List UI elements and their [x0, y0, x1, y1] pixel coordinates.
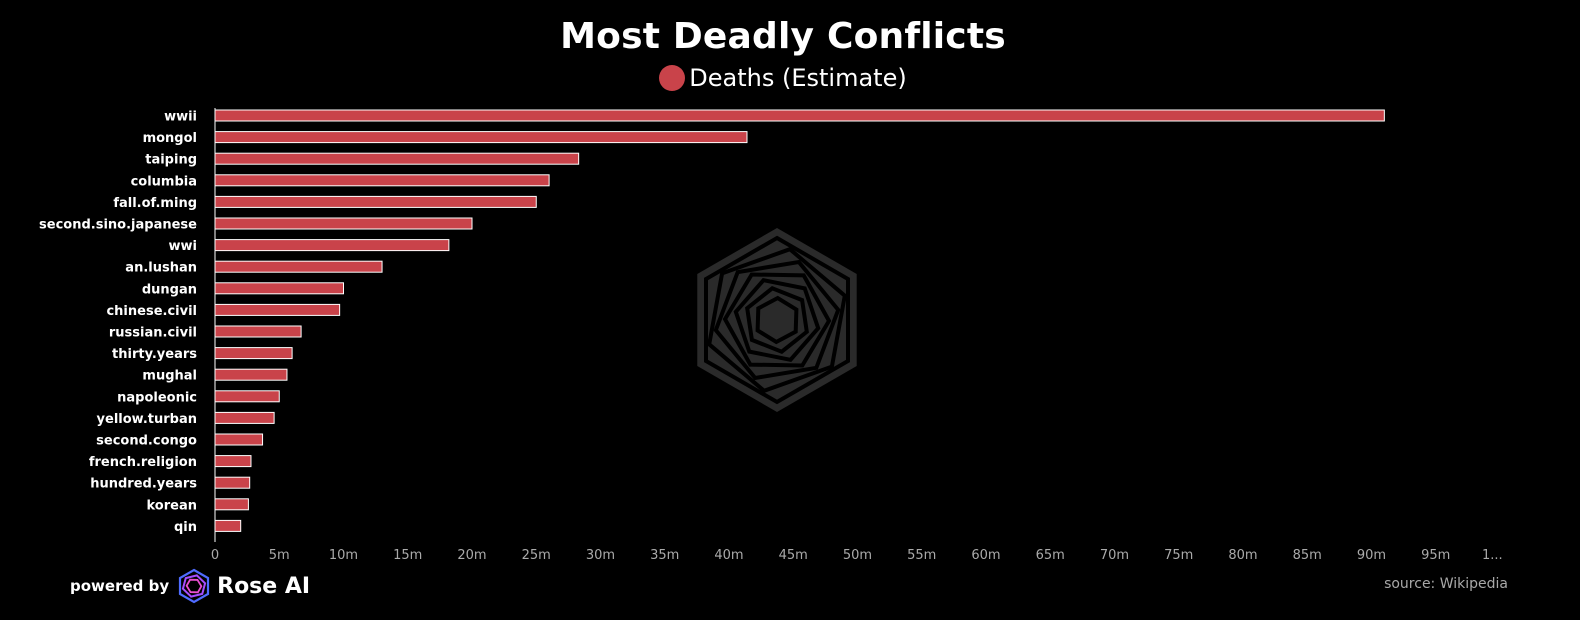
x-tick-label: 5m: [269, 548, 290, 563]
powered-by-footer: powered by Rose AI: [70, 568, 310, 604]
x-tick-label: 10m: [329, 548, 358, 563]
x-tick-label: 70m: [1100, 548, 1129, 563]
category-label-qin: qin: [174, 520, 197, 535]
x-tick-label: 20m: [457, 548, 486, 563]
watermark-ring: [713, 259, 841, 381]
watermark-ring: [704, 235, 850, 405]
bar-mughal[interactable]: [214, 368, 288, 381]
x-tick-label: 15m: [393, 548, 422, 563]
x-tick-label: 55m: [907, 548, 936, 563]
bar-napoleonic[interactable]: [214, 390, 280, 403]
chart-legend: Deaths (Estimate): [0, 64, 1566, 92]
x-tick-label: 75m: [1164, 548, 1193, 563]
category-label-columbia: columbia: [131, 174, 197, 189]
bar-an.lushan[interactable]: [214, 260, 383, 273]
x-tick-label: 80m: [1228, 548, 1257, 563]
category-label-chinese.civil: chinese.civil: [106, 304, 197, 319]
bar-second.congo[interactable]: [214, 433, 264, 446]
category-label-wwii: wwii: [164, 110, 197, 125]
category-label-thirty.years: thirty.years: [112, 347, 197, 362]
x-tick-label: 65m: [1036, 548, 1065, 563]
x-tick-label: 25m: [522, 548, 551, 563]
x-tick-label: 30m: [586, 548, 615, 563]
rose-ai-logo-icon[interactable]: [177, 568, 211, 604]
bar-yellow.turban[interactable]: [214, 411, 275, 424]
category-label-korean: korean: [147, 498, 197, 513]
bar-mongol[interactable]: [214, 131, 748, 144]
x-tick-label: 60m: [971, 548, 1000, 563]
x-tick-label: 95m: [1421, 548, 1450, 563]
watermark-ring: [755, 295, 799, 345]
x-tick-label: 0: [211, 548, 219, 563]
watermark-ring: [722, 272, 832, 368]
category-label-mughal: mughal: [142, 369, 197, 384]
chart-title: Most Deadly Conflicts: [560, 16, 1006, 57]
bar-thirty.years[interactable]: [214, 347, 293, 360]
category-label-second.sino.japanese: second.sino.japanese: [39, 218, 197, 233]
bar-korean[interactable]: [214, 498, 249, 511]
category-label-yellow.turban: yellow.turban: [97, 412, 197, 427]
category-label-taiping: taiping: [145, 153, 197, 168]
bar-qin[interactable]: [214, 519, 242, 532]
category-label-dungan: dungan: [142, 282, 197, 297]
category-labels: wwii mongol taiping columbia fall.of.ming sec…: [39, 110, 197, 535]
category-label-second.congo: second.congo: [96, 434, 197, 449]
category-label-fall.of.ming: fall.of.ming: [113, 196, 197, 211]
bar-columbia[interactable]: [214, 174, 550, 187]
category-label-mongol: mongol: [143, 131, 197, 146]
category-label-an.lushan: an.lushan: [125, 261, 197, 276]
watermark-icon: [697, 228, 857, 412]
bar-russian.civil[interactable]: [214, 325, 302, 338]
bar-chinese.civil[interactable]: [214, 303, 341, 316]
bar-taiping[interactable]: [214, 152, 580, 165]
x-tick-label: 50m: [843, 548, 872, 563]
bar-wwii[interactable]: [214, 109, 1385, 122]
legend-swatch: [659, 65, 686, 91]
bar-hundred.years[interactable]: [214, 476, 251, 489]
x-tick-label: 90m: [1357, 548, 1386, 563]
bar-wwi[interactable]: [214, 239, 450, 252]
category-label-hundred.years: hundred.years: [90, 477, 197, 492]
bar-french.religion[interactable]: [214, 455, 252, 468]
category-label-wwi: wwi: [169, 239, 197, 254]
x-axis-ticks: 0 5m 10m 15m 20m 25m 30m 35m 40m 45m 50m 55m 60m 65m 7…: [211, 548, 1503, 563]
x-tick-label: 1...: [1482, 548, 1503, 563]
x-tick-label: 35m: [650, 548, 679, 563]
legend-label: Deaths (Estimate): [689, 64, 907, 92]
category-label-napoleonic: napoleonic: [117, 390, 197, 405]
bar-dungan[interactable]: [214, 282, 344, 295]
bar-second.sino.japanese[interactable]: [214, 217, 473, 230]
x-tick-label: 40m: [714, 548, 743, 563]
category-label-french.religion: french.religion: [89, 455, 197, 470]
watermark-ring: [745, 286, 809, 354]
watermark-ring: [733, 278, 821, 362]
x-tick-label: 85m: [1293, 548, 1322, 563]
category-label-russian.civil: russian.civil: [109, 326, 197, 341]
bar-fall.of.ming[interactable]: [214, 195, 537, 208]
x-tick-label: 45m: [779, 548, 808, 563]
brand-name[interactable]: Rose AI: [217, 573, 311, 599]
bars-group: [214, 109, 1385, 532]
watermark-ring: [707, 246, 847, 394]
powered-by-text: powered by: [70, 577, 170, 595]
source-note: source: Wikipedia: [1384, 576, 1508, 592]
